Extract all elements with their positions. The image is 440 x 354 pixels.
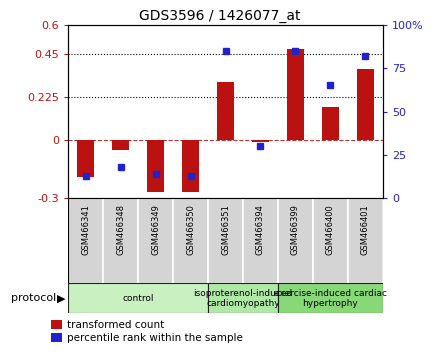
Text: GSM466348: GSM466348 <box>116 204 125 255</box>
Bar <box>147 141 164 193</box>
Bar <box>252 141 269 142</box>
Text: ▶: ▶ <box>57 293 66 303</box>
Text: GSM466349: GSM466349 <box>151 204 160 255</box>
Text: GDS3596 / 1426077_at: GDS3596 / 1426077_at <box>139 9 301 23</box>
Text: GSM466394: GSM466394 <box>256 204 265 255</box>
Text: GSM466350: GSM466350 <box>186 204 195 255</box>
Bar <box>208 198 243 285</box>
Bar <box>182 141 199 193</box>
Text: control: control <box>122 294 154 303</box>
Bar <box>112 141 129 150</box>
Text: GSM466401: GSM466401 <box>361 204 370 255</box>
Text: GSM466400: GSM466400 <box>326 204 335 255</box>
Text: GSM466351: GSM466351 <box>221 204 230 255</box>
Bar <box>278 283 383 313</box>
Text: GSM466399: GSM466399 <box>291 204 300 255</box>
Bar <box>173 198 208 285</box>
Bar <box>208 283 278 313</box>
Text: GSM466341: GSM466341 <box>81 204 90 255</box>
Bar <box>138 198 173 285</box>
Bar <box>68 283 208 313</box>
Bar <box>322 107 339 141</box>
Bar <box>68 198 103 285</box>
Legend: transformed count, percentile rank within the sample: transformed count, percentile rank withi… <box>51 320 243 343</box>
Bar <box>77 141 95 177</box>
Text: isoproterenol-induced
cardiomyopathy: isoproterenol-induced cardiomyopathy <box>193 289 293 308</box>
Bar <box>287 49 304 141</box>
Bar <box>243 198 278 285</box>
Bar <box>103 198 138 285</box>
Bar <box>278 198 313 285</box>
Text: protocol: protocol <box>11 293 56 303</box>
Text: exercise-induced cardiac
hypertrophy: exercise-induced cardiac hypertrophy <box>274 289 387 308</box>
Bar <box>356 69 374 141</box>
Bar <box>313 198 348 285</box>
Bar <box>217 82 234 141</box>
Bar <box>348 198 383 285</box>
